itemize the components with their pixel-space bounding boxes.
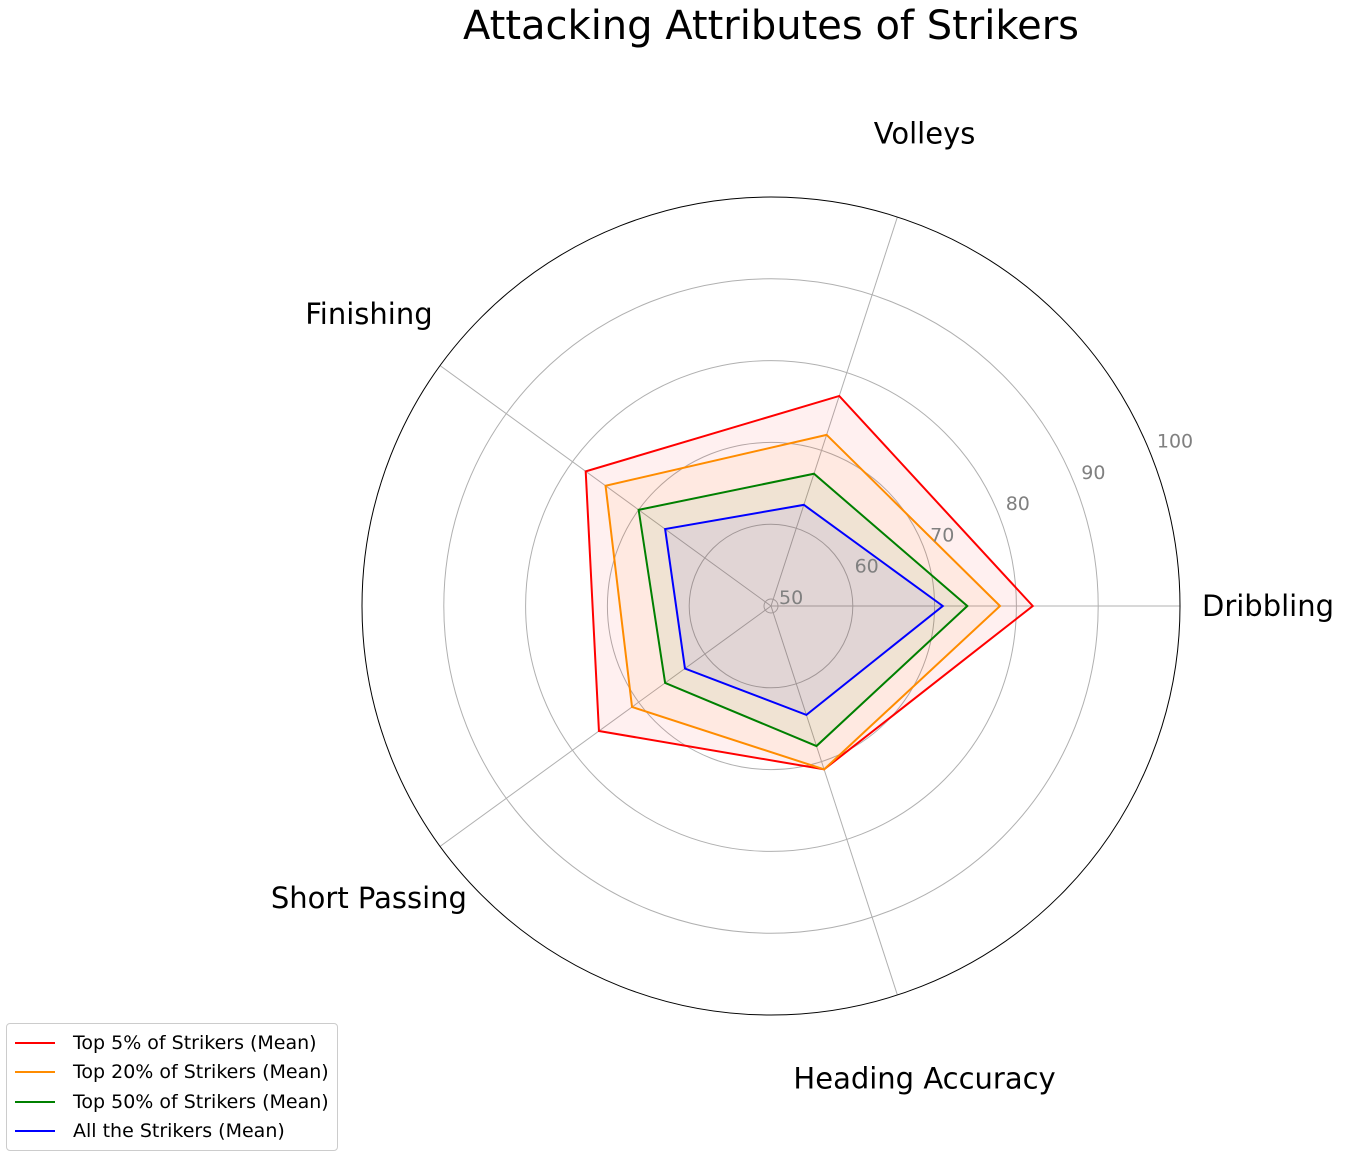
legend-item-0: Top 5% of Strikers (Mean): [15, 1028, 329, 1058]
chart-title: Attacking Attributes of Strikers: [463, 3, 1079, 49]
r-tick-label-3: 80: [1006, 493, 1030, 515]
axis-label-2: Finishing: [305, 297, 432, 331]
grid-layer: [361, 196, 1181, 1016]
series-fill-3: [665, 504, 943, 715]
series-line-0: [584, 394, 1035, 771]
spoke-4: [770, 605, 898, 996]
r-tick-label-2: 70: [930, 524, 954, 546]
spoke-3: [439, 605, 772, 847]
series-line-3: [663, 503, 945, 717]
axis-label-3: Short Passing: [271, 881, 467, 915]
grid-circle-3: [525, 360, 1017, 852]
r-tick-label-5: 100: [1157, 430, 1193, 452]
grid-circle-4: [443, 278, 1099, 934]
series-fill-0: [585, 395, 1033, 770]
spoke-1: [770, 216, 898, 607]
series-layer: [584, 394, 1035, 771]
legend-swatch-1: [15, 1071, 55, 1074]
legend-swatch-0: [15, 1041, 55, 1044]
grid-circle-0: [763, 598, 779, 614]
legend-label-2: Top 50% of Strikers (Mean): [73, 1090, 329, 1113]
legend-label-3: All the Strikers (Mean): [73, 1120, 285, 1143]
legend-label-1: Top 20% of Strikers (Mean): [73, 1061, 329, 1084]
r-tick-label-1: 60: [855, 556, 879, 578]
series-fill-2: [638, 473, 968, 747]
label-layer: 50 60 70 80 90 100 Dribbling Volleys Finishing Sh…: [271, 116, 1334, 1095]
series-fill-1: [605, 434, 1001, 770]
legend-swatch-2: [15, 1100, 55, 1103]
legend: Top 5% of Strikers (Mean) Top 20% of Str…: [6, 1023, 338, 1151]
legend-item-1: Top 20% of Strikers (Mean): [15, 1058, 329, 1088]
axis-label-0: Dribbling: [1202, 589, 1334, 623]
grid-circle-5: [361, 196, 1181, 1016]
legend-item-2: Top 50% of Strikers (Mean): [15, 1087, 329, 1117]
legend-label-0: Top 5% of Strikers (Mean): [73, 1031, 317, 1054]
series-line-2: [637, 472, 969, 748]
r-tick-label-4: 90: [1081, 462, 1105, 484]
grid-circle-1: [688, 523, 854, 689]
grid-circle-2: [606, 441, 936, 771]
legend-swatch-3: [15, 1130, 55, 1133]
axis-label-1: Volleys: [874, 116, 976, 150]
legend-item-3: All the Strikers (Mean): [15, 1117, 329, 1147]
axis-label-4: Heading Accuracy: [793, 1062, 1055, 1096]
r-tick-label-0: 50: [779, 587, 803, 609]
series-line-1: [604, 433, 1002, 771]
